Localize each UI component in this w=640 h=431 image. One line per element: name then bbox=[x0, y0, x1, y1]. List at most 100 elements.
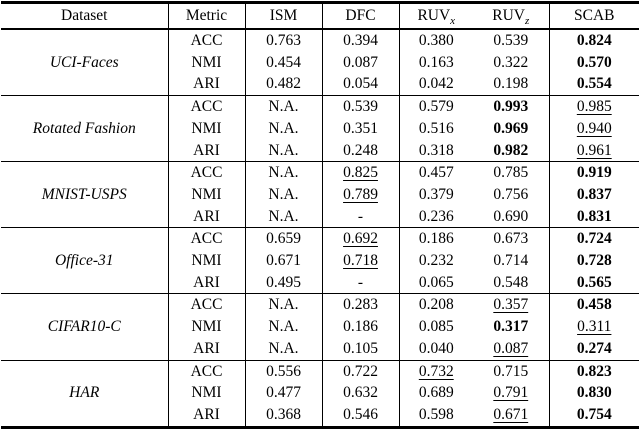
value-cell: 0.985 bbox=[549, 96, 639, 118]
value-cell: - bbox=[322, 271, 400, 294]
dataset-group: HAR ACC 0.556 0.722 0.732 0.715 0.823 NMI 0.477 0… bbox=[1, 360, 639, 428]
value: 0.673 bbox=[493, 230, 529, 248]
value: 0.318 bbox=[418, 141, 454, 159]
table-row: ARI N.A. - 0.236 0.690 0.831 bbox=[1, 205, 639, 228]
value-cell: 0.724 bbox=[549, 228, 639, 250]
value: 0.368 bbox=[266, 405, 301, 423]
best-value: 0.831 bbox=[576, 207, 612, 225]
value-cell: 0.579 bbox=[399, 96, 473, 118]
second-best-value: 0.357 bbox=[493, 296, 529, 314]
value: N.A. bbox=[268, 185, 299, 203]
second-best-value: 0.791 bbox=[493, 384, 529, 402]
value: 0.546 bbox=[343, 405, 378, 423]
best-value: 0.317 bbox=[493, 318, 529, 336]
value-cell: 0.565 bbox=[549, 272, 639, 294]
value-cell: 0.054 bbox=[322, 73, 400, 96]
value-cell: 0.824 bbox=[549, 29, 639, 52]
value: 0.714 bbox=[493, 252, 529, 270]
metric-cell: NMI bbox=[168, 51, 246, 74]
value: 0.671 bbox=[266, 252, 301, 270]
metric-cell: NMI bbox=[168, 183, 246, 206]
value-cell: 0.837 bbox=[549, 184, 639, 206]
value: 0.186 bbox=[343, 318, 378, 336]
value: N.A. bbox=[268, 296, 299, 314]
value: N.A. bbox=[268, 98, 299, 116]
value-cell: N.A. bbox=[245, 117, 323, 140]
column-header-ruvz: RUVz bbox=[473, 2, 550, 29]
value: 0.477 bbox=[266, 384, 301, 402]
value: 0.556 bbox=[266, 362, 301, 380]
value: 0.722 bbox=[343, 362, 378, 380]
metric-cell: NMI bbox=[168, 382, 246, 404]
value-cell: - bbox=[322, 205, 400, 228]
dataset-group: MNIST-USPS ACC N.A. 0.825 0.457 0.785 0.919 NMI… bbox=[1, 161, 639, 228]
value-cell: 0.673 bbox=[473, 227, 550, 251]
value-cell: 0.105 bbox=[322, 337, 400, 361]
best-value: 0.565 bbox=[576, 273, 612, 291]
value: 0.087 bbox=[343, 53, 378, 71]
best-value: 0.754 bbox=[576, 405, 612, 423]
value-cell: 0.311 bbox=[549, 316, 639, 338]
value: 0.598 bbox=[418, 405, 454, 423]
value-cell: 0.718 bbox=[322, 250, 400, 272]
value-cell: 0.763 bbox=[245, 29, 323, 52]
value-cell: 0.982 bbox=[473, 139, 550, 162]
value: - bbox=[357, 207, 364, 225]
value-cell: 0.368 bbox=[245, 403, 323, 428]
value: 0.539 bbox=[493, 32, 529, 49]
value-cell: 0.539 bbox=[473, 29, 550, 52]
value: 0.322 bbox=[493, 53, 529, 71]
value: 0.283 bbox=[343, 296, 378, 314]
value-cell: 0.351 bbox=[322, 117, 400, 140]
table-row: Office-31 ACC 0.659 0.692 0.186 0.673 0.724 bbox=[1, 227, 639, 294]
value-cell: 0.969 bbox=[473, 117, 550, 140]
best-value: 0.824 bbox=[576, 32, 612, 49]
value: N.A. bbox=[268, 119, 299, 137]
dataset-group: CIFAR10-C ACC N.A. 0.283 0.208 0.357 0.458 NMI N… bbox=[1, 293, 639, 361]
column-subscript: z bbox=[524, 15, 530, 28]
value-cell: 0.477 bbox=[245, 382, 323, 404]
table-row: Rotated Fashion ACC N.A. 0.539 0.579 0.993 0.9… bbox=[1, 95, 639, 162]
value-cell: 0.830 bbox=[549, 382, 639, 404]
table-row: NMI N.A. 0.789 0.379 0.756 0.837 bbox=[1, 183, 639, 206]
value-cell: 0.516 bbox=[399, 118, 473, 140]
value-cell: 0.236 bbox=[399, 206, 473, 228]
table-row: ARI 0.495 - 0.065 0.548 0.565 bbox=[1, 271, 639, 294]
value: 0.232 bbox=[418, 252, 454, 270]
table-row: HAR ACC 0.556 0.722 0.732 0.715 0.823 bbox=[1, 360, 639, 428]
value: 0.457 bbox=[418, 164, 454, 182]
table-header: Dataset Metric ISM DFC RUVx RUVz SCAB bbox=[1, 2, 639, 29]
value-cell: N.A. bbox=[245, 293, 323, 317]
value: 0.689 bbox=[418, 384, 454, 402]
second-best-value: 0.671 bbox=[493, 405, 529, 423]
value-cell: 0.689 bbox=[399, 382, 473, 404]
value-cell: 0.659 bbox=[245, 227, 323, 251]
best-value: 0.554 bbox=[576, 75, 612, 93]
value: 0.454 bbox=[266, 53, 301, 71]
value-cell: 0.570 bbox=[549, 52, 639, 74]
value-cell: 0.546 bbox=[322, 403, 400, 428]
column-header-dataset: Dataset bbox=[1, 2, 169, 29]
value: 0.351 bbox=[343, 119, 378, 137]
metric-cell: ARI bbox=[168, 139, 246, 162]
value-cell: 0.208 bbox=[399, 294, 473, 316]
column-header-ism: ISM bbox=[245, 2, 323, 29]
value: 0.715 bbox=[493, 362, 529, 380]
value: N.A. bbox=[268, 164, 299, 182]
value: 0.756 bbox=[493, 185, 529, 203]
best-value: 0.919 bbox=[576, 164, 612, 182]
value-cell: N.A. bbox=[245, 95, 323, 118]
second-best-value: 0.961 bbox=[576, 141, 612, 159]
value-cell: 0.042 bbox=[399, 73, 473, 95]
value-cell: 0.598 bbox=[399, 404, 473, 427]
best-value: 0.728 bbox=[576, 252, 612, 270]
value-cell: 0.831 bbox=[549, 206, 639, 228]
second-best-value: 0.940 bbox=[576, 119, 612, 137]
column-header-dfc: DFC bbox=[322, 2, 400, 29]
value-cell: 0.823 bbox=[549, 360, 639, 382]
dataset-name: UCI-Faces bbox=[1, 29, 169, 96]
best-value: 0.724 bbox=[576, 230, 612, 248]
value-cell: N.A. bbox=[245, 205, 323, 228]
value-cell: 0.556 bbox=[245, 360, 323, 383]
